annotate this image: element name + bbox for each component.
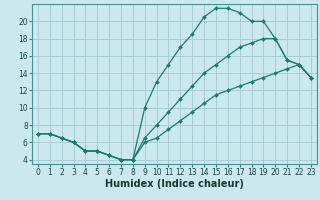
X-axis label: Humidex (Indice chaleur): Humidex (Indice chaleur) [105,179,244,189]
